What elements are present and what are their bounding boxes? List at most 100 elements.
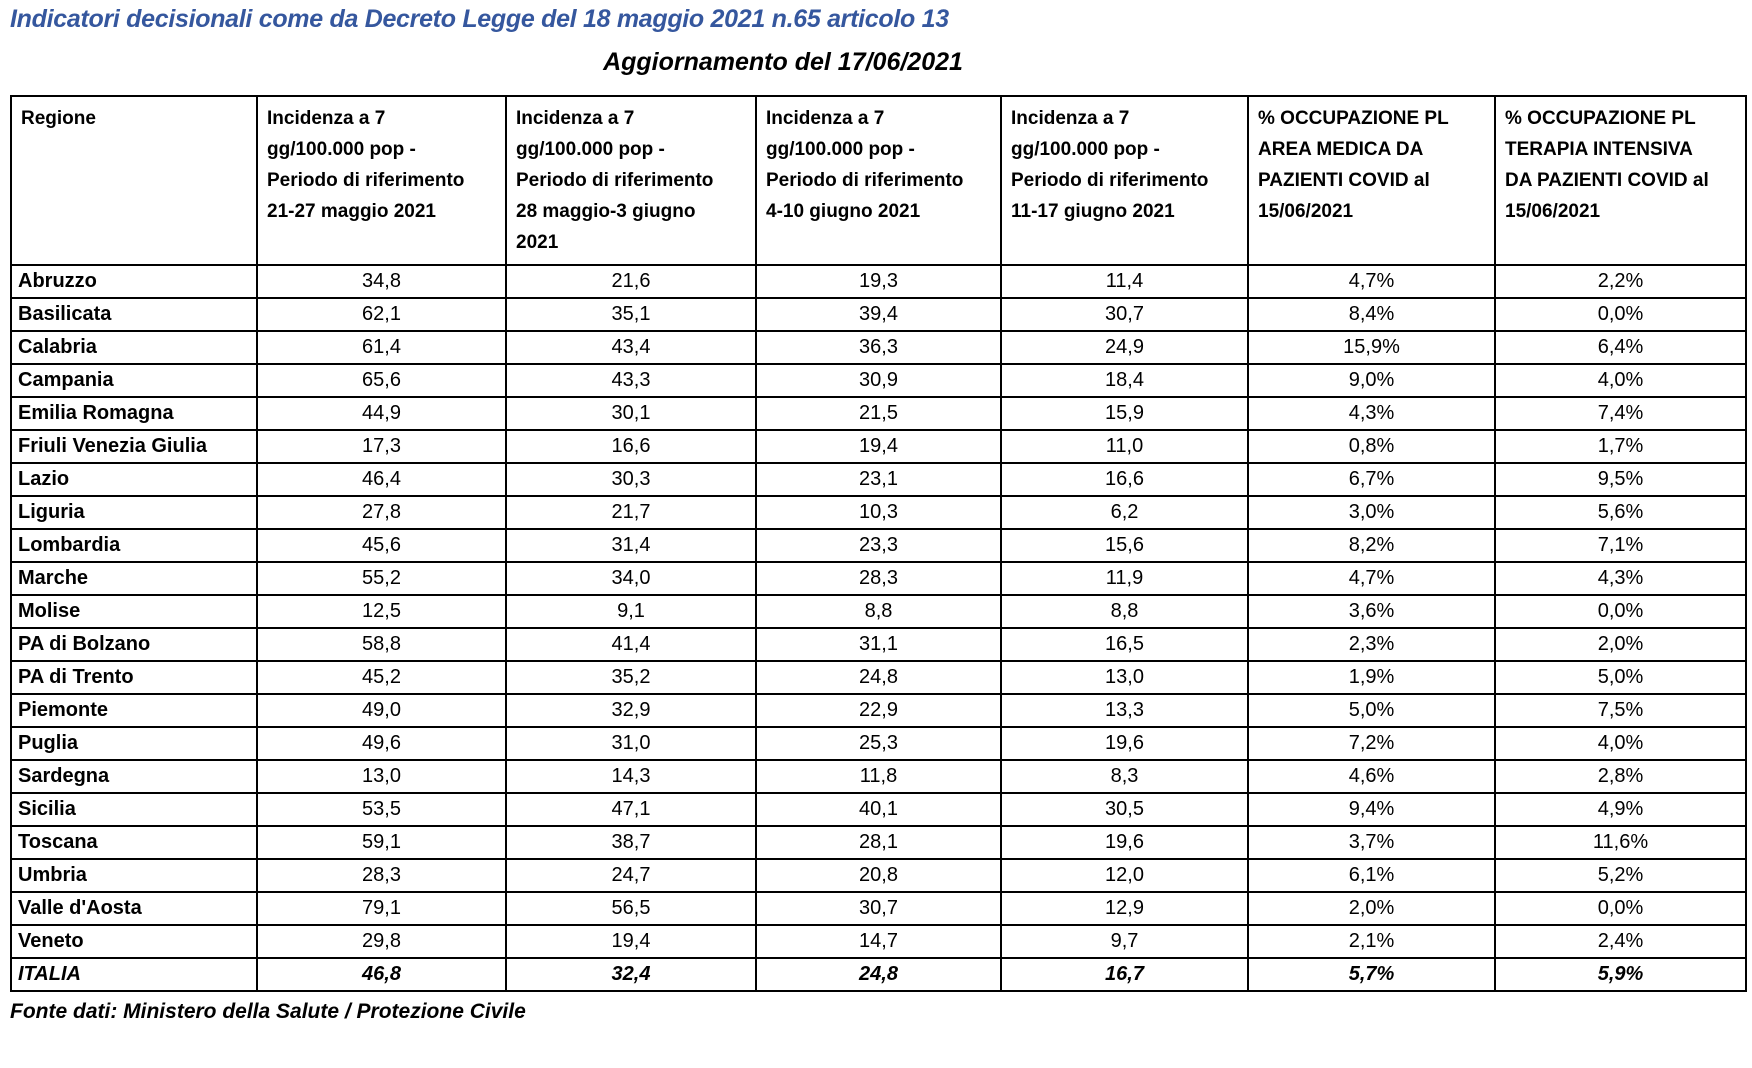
value-cell: 2,3% — [1247, 627, 1496, 662]
value-cell: 18,4 — [1000, 363, 1249, 398]
value-cell: 35,1 — [505, 297, 757, 332]
column-header-incidenza-28-maggio-3-giugno-2021: Incidenza a 7 gg/100.000 pop - Periodo d… — [505, 95, 757, 266]
region-name: Calabria — [10, 330, 258, 365]
value-cell: 0,0% — [1494, 297, 1747, 332]
value-cell: 45,6 — [256, 528, 507, 563]
value-cell: 30,7 — [1000, 297, 1249, 332]
value-cell: 13,0 — [256, 759, 507, 794]
value-cell: 3,0% — [1247, 495, 1496, 530]
value-cell: 8,8 — [1000, 594, 1249, 629]
value-cell: 30,3 — [505, 462, 757, 497]
region-name: Piemonte — [10, 693, 258, 728]
region-name: Friuli Venezia Giulia — [10, 429, 258, 464]
value-cell: 4,6% — [1247, 759, 1496, 794]
table-row: Piemonte 49,0 32,9 22,9 13,3 5,0% 7,5% — [10, 693, 1747, 728]
value-cell: 5,9% — [1494, 957, 1747, 992]
value-cell: 23,1 — [755, 462, 1002, 497]
header-row: Regione Incidenza a 7 gg/100.000 pop - Pe… — [10, 95, 1747, 266]
table-row: Liguria 27,8 21,7 10,3 6,2 3,0% 5,6% — [10, 495, 1747, 530]
region-name: Umbria — [10, 858, 258, 893]
value-cell: 21,7 — [505, 495, 757, 530]
value-cell: 24,8 — [755, 957, 1002, 992]
table-row: PA di Bolzano 58,8 41,4 31,1 16,5 2,3% 2,0% — [10, 627, 1747, 662]
value-cell: 8,2% — [1247, 528, 1496, 563]
value-cell: 5,7% — [1247, 957, 1496, 992]
value-cell: 65,6 — [256, 363, 507, 398]
value-cell: 19,6 — [1000, 825, 1249, 860]
value-cell: 11,9 — [1000, 561, 1249, 596]
table-row: PA di Trento 45,2 35,2 24,8 13,0 1,9% 5,0% — [10, 660, 1747, 695]
column-header-incidenza-11-17-giugno-2021: Incidenza a 7 gg/100.000 pop - Periodo d… — [1000, 95, 1249, 266]
value-cell: 16,7 — [1000, 957, 1249, 992]
value-cell: 7,1% — [1494, 528, 1747, 563]
value-cell: 46,4 — [256, 462, 507, 497]
value-cell: 11,0 — [1000, 429, 1249, 464]
value-cell: 15,9 — [1000, 396, 1249, 431]
column-header-incidenza-21-27-maggio-2021: Incidenza a 7 gg/100.000 pop - Periodo d… — [256, 95, 507, 266]
value-cell: 8,4% — [1247, 297, 1496, 332]
value-cell: 16,5 — [1000, 627, 1249, 662]
value-cell: 24,7 — [505, 858, 757, 893]
value-cell: 7,5% — [1494, 693, 1747, 728]
region-name: Emilia Romagna — [10, 396, 258, 431]
region-name: Basilicata — [10, 297, 258, 332]
value-cell: 24,9 — [1000, 330, 1249, 365]
region-name: PA di Bolzano — [10, 627, 258, 662]
value-cell: 22,9 — [755, 693, 1002, 728]
value-cell: 59,1 — [256, 825, 507, 860]
region-name: Veneto — [10, 924, 258, 959]
value-cell: 61,4 — [256, 330, 507, 365]
value-cell: 35,2 — [505, 660, 757, 695]
value-cell: 10,3 — [755, 495, 1002, 530]
table-row: Lazio 46,4 30,3 23,1 16,6 6,7% 9,5% — [10, 462, 1747, 497]
value-cell: 4,0% — [1494, 363, 1747, 398]
value-cell: 11,4 — [1000, 264, 1249, 299]
value-cell: 43,4 — [505, 330, 757, 365]
value-cell: 34,8 — [256, 264, 507, 299]
value-cell: 56,5 — [505, 891, 757, 926]
value-cell: 5,0% — [1247, 693, 1496, 728]
value-cell: 4,7% — [1247, 561, 1496, 596]
region-name: Lombardia — [10, 528, 258, 563]
value-cell: 9,4% — [1247, 792, 1496, 827]
value-cell: 30,7 — [755, 891, 1002, 926]
value-cell: 9,5% — [1494, 462, 1747, 497]
value-cell: 32,4 — [505, 957, 757, 992]
value-cell: 21,5 — [755, 396, 1002, 431]
value-cell: 16,6 — [505, 429, 757, 464]
value-cell: 1,9% — [1247, 660, 1496, 695]
value-cell: 41,4 — [505, 627, 757, 662]
region-name: Campania — [10, 363, 258, 398]
value-cell: 36,3 — [755, 330, 1002, 365]
value-cell: 12,9 — [1000, 891, 1249, 926]
table-row: Lombardia 45,6 31,4 23,3 15,6 8,2% 7,1% — [10, 528, 1747, 563]
value-cell: 0,0% — [1494, 594, 1747, 629]
value-cell: 3,7% — [1247, 825, 1496, 860]
value-cell: 5,2% — [1494, 858, 1747, 893]
table-row: Marche 55,2 34,0 28,3 11,9 4,7% 4,3% — [10, 561, 1747, 596]
value-cell: 19,3 — [755, 264, 1002, 299]
value-cell: 15,9% — [1247, 330, 1496, 365]
table-row: Puglia 49,6 31,0 25,3 19,6 7,2% 4,0% — [10, 726, 1747, 761]
value-cell: 29,8 — [256, 924, 507, 959]
region-name: Valle d'Aosta — [10, 891, 258, 926]
update-subtitle: Aggiornamento del 17/06/2021 — [603, 48, 963, 76]
value-cell: 12,0 — [1000, 858, 1249, 893]
region-name: Sicilia — [10, 792, 258, 827]
page-title: Indicatori decisionali come da Decreto L… — [10, 5, 949, 33]
value-cell: 31,4 — [505, 528, 757, 563]
value-cell: 20,8 — [755, 858, 1002, 893]
value-cell: 0,0% — [1494, 891, 1747, 926]
region-name: Abruzzo — [10, 264, 258, 299]
table-row: Calabria 61,4 43,4 36,3 24,9 15,9% 6,4% — [10, 330, 1747, 365]
value-cell: 2,4% — [1494, 924, 1747, 959]
value-cell: 2,1% — [1247, 924, 1496, 959]
value-cell: 6,4% — [1494, 330, 1747, 365]
value-cell: 7,4% — [1494, 396, 1747, 431]
region-name: Marche — [10, 561, 258, 596]
region-name: Puglia — [10, 726, 258, 761]
value-cell: 14,3 — [505, 759, 757, 794]
value-cell: 2,8% — [1494, 759, 1747, 794]
value-cell: 27,8 — [256, 495, 507, 530]
region-name: Molise — [10, 594, 258, 629]
